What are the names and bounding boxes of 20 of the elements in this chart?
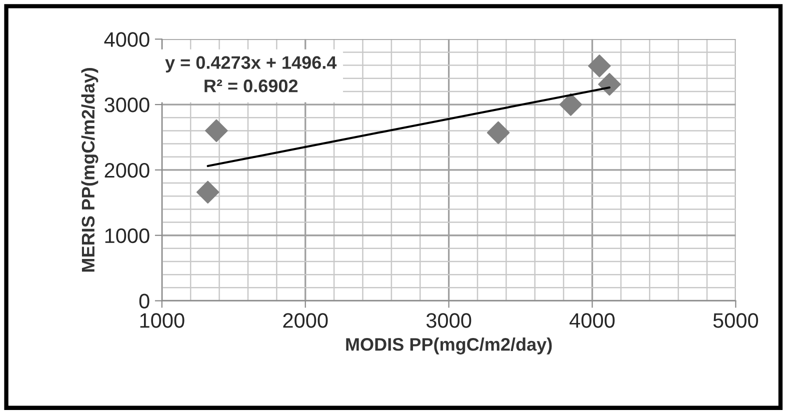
y-tick-label: 1000 [105,228,150,244]
y-tick-label: 4000 [104,32,150,47]
annotation: y = 0.4273x + 1496.4 [165,56,337,72]
y-tick-label: 3000 [104,98,150,112]
x-tick-label: 2000 [283,313,328,328]
point [598,72,621,96]
y-axis-title: MERIS PP(mgC/m2/day) [81,68,98,272]
point [559,93,582,116]
point [196,180,220,204]
y-tick-label: 0 [139,294,150,309]
x-tick-label: 4000 [570,313,615,328]
y-tick-label: 2000 [104,162,150,178]
x-tick-label: 1000 [140,313,184,328]
point [588,54,611,78]
x-tick-label: 3000 [426,313,472,328]
point [486,121,510,144]
point [205,119,228,142]
x-tick-label: 5000 [713,313,758,328]
x-axis-title: MODIS PP(mgC/m2/day) [346,338,552,354]
annotation: R² = 0.6902 [204,80,298,92]
